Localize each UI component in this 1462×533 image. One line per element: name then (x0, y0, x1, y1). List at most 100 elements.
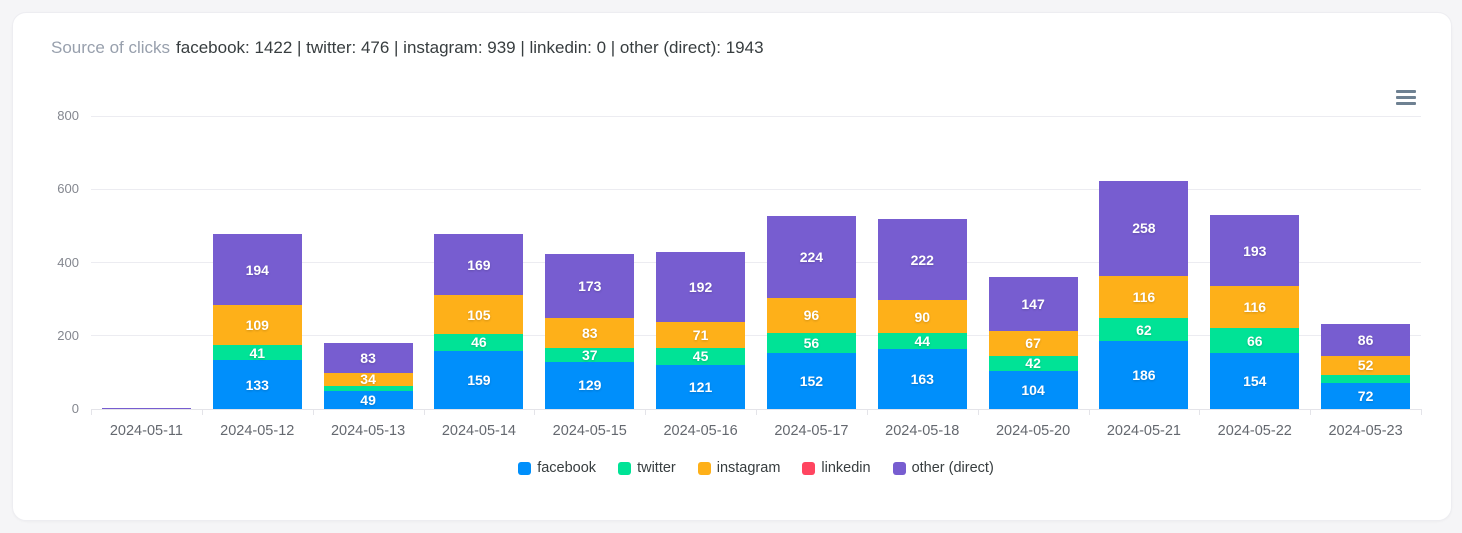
bar-value-label: 42 (1025, 355, 1041, 372)
legend-marker (518, 461, 532, 475)
bar-segment-facebook[interactable]: 49 (323, 391, 413, 409)
bar-segment-instagram[interactable]: 116 (1210, 285, 1300, 329)
bar-segment-other-direct-[interactable]: 193 (1210, 215, 1300, 286)
legend: facebook twitter instagram linkedin other (d… (91, 456, 1421, 480)
bar-segment-instagram[interactable]: 83 (545, 317, 635, 349)
bar-segment-twitter[interactable]: 41 (212, 345, 302, 361)
bar-segment-instagram[interactable]: 52 (1321, 355, 1411, 375)
bar-segment-twitter[interactable]: 66 (1210, 328, 1300, 353)
chart-title: Source of clicks facebook: 1422 | twitter… (51, 37, 764, 59)
bar-value-label: 133 (245, 376, 269, 393)
bar-segment-other-direct-[interactable]: 147 (988, 277, 1078, 331)
plot-area: 0 200 400 600 800 2024-05-11 133 41 109 194 2024-0… (13, 13, 1451, 520)
legend-label: linkedin (821, 460, 871, 476)
bar-segment-instagram[interactable]: 67 (988, 330, 1078, 356)
bar-segment-instagram[interactable]: 116 (1099, 275, 1189, 319)
legend-item-other-direct-[interactable]: other (direct) (892, 459, 994, 477)
y-axis-label-200: 200 (57, 327, 79, 343)
bar-segment-twitter[interactable]: 46 (434, 333, 524, 351)
x-axis-label-2024-05-21: 2024-05-21 (1106, 423, 1181, 439)
chart-card: Source of clicks facebook: 1422 | twitter… (12, 12, 1452, 521)
x-axis-label-2024-05-11: 2024-05-11 (109, 423, 183, 439)
bar-value-label: 154 (1243, 372, 1267, 389)
x-axis-label-2024-05-20: 2024-05-20 (995, 423, 1071, 439)
bar-segment-facebook[interactable]: 159 (434, 350, 524, 409)
y-axis-label-0: 0 (71, 401, 79, 416)
bar-value-label: 104 (1021, 381, 1045, 398)
bar-segment-twitter[interactable]: 37 (545, 346, 635, 363)
chart-title-label: Source of clicks (51, 38, 171, 57)
bar-value-label: 222 (910, 251, 934, 268)
bar-segment-facebook[interactable]: 129 (545, 361, 635, 409)
bar-segment-twitter[interactable]: 42 (988, 355, 1078, 372)
bar-value-label: 67 (1025, 335, 1041, 352)
bar-segment-instagram[interactable]: 109 (212, 305, 302, 346)
bar-segment-facebook[interactable]: 152 (766, 353, 856, 409)
bar-segment-other-direct-[interactable]: 258 (1099, 181, 1189, 276)
bar-segment-other-direct-[interactable]: 86 (1321, 324, 1411, 356)
bar-segment-other-direct-[interactable]: 83 (323, 342, 413, 374)
bar-segment-facebook[interactable]: 154 (1210, 352, 1300, 409)
bar-value-label: 52 (1357, 357, 1374, 374)
bar-segment-other-direct-[interactable]: 224 (766, 215, 856, 298)
bar-value-label: 186 (1132, 366, 1156, 383)
legend-label: twitter (637, 460, 676, 476)
x-axis-label-2024-05-17: 2024-05-17 (774, 423, 849, 439)
bar-segment-instagram[interactable]: 34 (323, 371, 413, 387)
bar-value-label: 83 (581, 324, 598, 341)
bar-segment-twitter[interactable]: 62 (1099, 318, 1189, 341)
x-axis-tick (1199, 409, 1201, 415)
bar-segment-facebook[interactable]: 104 (988, 370, 1078, 409)
bar-segment-facebook[interactable]: 133 (212, 360, 302, 409)
bar-value-label: 56 (803, 335, 820, 352)
bar-segment-twitter[interactable] (323, 385, 413, 392)
bar-segment-other-direct-[interactable] (101, 408, 191, 409)
bar-value-label: 62 (1136, 321, 1152, 338)
bar-value-label: 258 (1132, 220, 1156, 237)
legend-label: other (direct) (911, 460, 994, 476)
bar-value-label: 193 (1243, 242, 1267, 259)
bar-value-label: 72 (1357, 387, 1374, 404)
bar-segment-twitter[interactable] (1321, 374, 1411, 383)
legend-item-facebook[interactable]: facebook (518, 459, 596, 477)
bar-segment-other-direct-[interactable]: 222 (877, 218, 967, 301)
bar-segment-instagram[interactable]: 105 (434, 295, 524, 334)
bar-segment-other-direct-[interactable]: 173 (545, 254, 635, 318)
x-axis-tick (534, 409, 536, 415)
bar-segment-facebook[interactable]: 163 (877, 349, 967, 409)
y-axis-label-600: 600 (57, 181, 79, 197)
legend-item-linkedin[interactable]: linkedin (802, 459, 871, 477)
x-axis-tick (423, 409, 425, 415)
y-axis-label-400: 400 (57, 254, 79, 270)
bar-value-label: 37 (581, 346, 598, 363)
x-axis-tick (1310, 409, 1312, 415)
bar-segment-facebook[interactable]: 186 (1099, 340, 1189, 409)
bar-segment-instagram[interactable]: 96 (766, 297, 856, 333)
legend-item-twitter[interactable]: twitter (618, 459, 676, 477)
bar-segment-instagram[interactable]: 71 (656, 322, 746, 349)
bar-segment-facebook[interactable]: 72 (1321, 382, 1411, 409)
bar-value-label: 194 (245, 261, 269, 278)
bar-value-label: 83 (360, 349, 376, 366)
bar-value-label: 49 (360, 392, 376, 409)
bar-value-label: 169 (467, 256, 491, 273)
x-axis-label-2024-05-12: 2024-05-12 (220, 423, 295, 439)
bar-segment-other-direct-[interactable]: 169 (434, 233, 524, 296)
bar-value-label: 116 (1132, 288, 1156, 305)
bar-value-label: 173 (578, 278, 602, 295)
legend-label: facebook (537, 460, 597, 476)
x-axis-label-2024-05-18: 2024-05-18 (885, 423, 960, 439)
bar-segment-other-direct-[interactable]: 192 (656, 251, 746, 323)
bar-segment-twitter[interactable]: 44 (877, 333, 967, 350)
bar-segment-twitter[interactable]: 45 (656, 348, 746, 365)
bar-segment-twitter[interactable]: 56 (766, 332, 856, 354)
legend-item-instagram[interactable]: instagram (697, 459, 780, 477)
bar-segment-other-direct-[interactable]: 194 (212, 234, 302, 306)
hamburger-menu-icon[interactable] (1394, 87, 1418, 107)
bar-segment-instagram[interactable]: 90 (877, 300, 967, 334)
bar-segment-facebook[interactable]: 121 (656, 364, 746, 409)
bar-value-label: 152 (799, 373, 824, 390)
bar-value-label: 192 (688, 279, 713, 296)
bar-value-label: 71 (692, 327, 709, 344)
x-axis-tick (645, 409, 647, 415)
